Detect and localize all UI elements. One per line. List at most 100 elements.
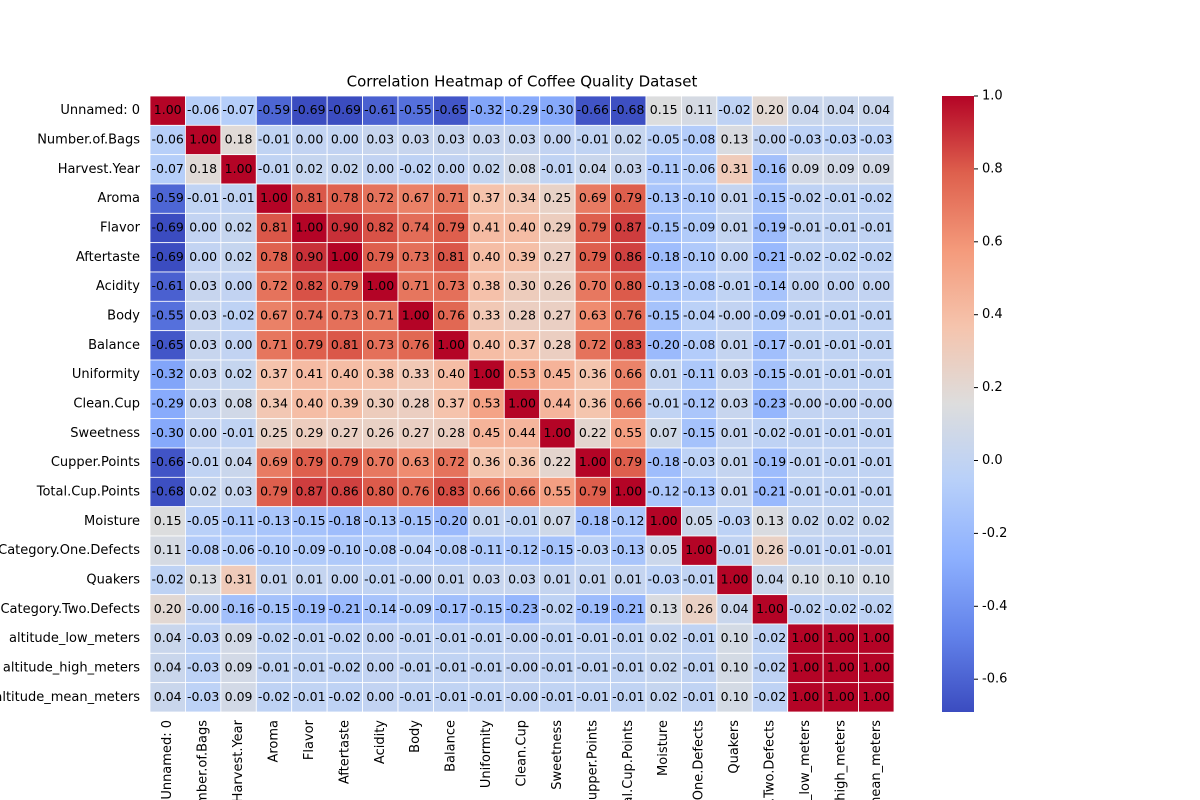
heatmap-cell (255, 594, 293, 625)
cell-label: 0.08 (508, 161, 536, 176)
y-tick-label: Number.of.Bags (37, 133, 140, 148)
cell-label: -0.15 (754, 366, 786, 381)
cell-label: 0.28 (508, 308, 536, 323)
heatmap-cell (433, 154, 470, 185)
heatmap-cell (149, 124, 186, 156)
cell-label: -0.08 (683, 132, 715, 147)
cell-label: -0.65 (152, 337, 184, 352)
cell-label: -0.68 (612, 102, 644, 117)
heatmap-cell (574, 535, 611, 566)
cell-label: 0.76 (437, 308, 465, 323)
heatmap-cell (858, 212, 895, 244)
cell-label: 1.00 (614, 484, 642, 499)
cell-label: 0.71 (402, 278, 430, 293)
heatmap-cell (468, 183, 505, 214)
cell-label: 0.01 (721, 190, 749, 205)
cell-label: 0.74 (296, 308, 324, 323)
cell-label: 0.00 (189, 220, 217, 235)
heatmap-cell (822, 506, 859, 537)
cell-label: 0.36 (579, 396, 607, 411)
cell-label: 0.02 (862, 513, 890, 528)
cell-label: -0.01 (258, 132, 290, 147)
cell-label: 0.66 (473, 484, 501, 499)
cell-label: 0.04 (721, 601, 749, 616)
heatmap-cell (326, 418, 363, 449)
heatmap-cell (291, 447, 328, 478)
heatmap-cell (255, 212, 293, 244)
cell-label: 0.74 (402, 220, 430, 235)
heatmap-cell (255, 300, 293, 332)
heatmap-cell (539, 271, 576, 302)
cell-label: -0.01 (258, 161, 290, 176)
cell-label: 0.73 (366, 337, 394, 352)
cell-label: 0.00 (296, 132, 324, 147)
cell-label: -0.15 (541, 542, 573, 557)
heatmap-cell (822, 418, 859, 449)
heatmap-cell (255, 447, 293, 478)
cell-label: -0.01 (789, 425, 821, 440)
cell-label: 0.04 (756, 572, 784, 587)
heatmap-cell (539, 594, 576, 625)
heatmap-cell (185, 242, 222, 273)
heatmap-cell (787, 652, 824, 684)
heatmap-cell (433, 506, 470, 537)
cell-label: -0.55 (152, 308, 184, 323)
cell-label: -0.13 (364, 513, 396, 528)
cell-label: -0.00 (506, 660, 538, 675)
cell-label: 1.00 (862, 660, 890, 675)
cell-label: -0.01 (860, 366, 892, 381)
cell-label: -0.01 (541, 660, 573, 675)
cell-label: -0.01 (789, 454, 821, 469)
cell-label: 0.79 (579, 220, 607, 235)
cell-label: -0.02 (329, 689, 361, 704)
heatmap-cell (326, 506, 363, 537)
cell-label: 0.83 (437, 484, 465, 499)
cell-label: -0.01 (187, 454, 219, 469)
cell-label: -0.02 (329, 660, 361, 675)
heatmap-cell (220, 535, 257, 566)
heatmap-cell (185, 623, 222, 654)
y-tick-label: altitude_low_meters (9, 631, 140, 646)
cell-label: 0.00 (366, 689, 394, 704)
cell-label: -0.02 (754, 689, 786, 704)
heatmap-cell (220, 300, 257, 332)
cell-label: -0.02 (400, 161, 432, 176)
heatmap-cell (291, 564, 328, 596)
heatmap-cell (291, 682, 328, 713)
heatmap-cell (787, 418, 824, 449)
heatmap-cell (468, 300, 505, 332)
heatmap-cell (574, 271, 611, 302)
cell-label: -0.08 (683, 337, 715, 352)
cell-label: 0.04 (827, 102, 855, 117)
cell-label: -0.12 (612, 513, 644, 528)
heatmap-cell (822, 212, 859, 244)
heatmap-cell (681, 183, 718, 214)
y-tick-label: Unnamed: 0 (60, 103, 140, 118)
heatmap-cell (503, 154, 541, 185)
heatmap-cell (858, 682, 895, 713)
cell-label: 0.00 (862, 278, 890, 293)
heatmap-cell (503, 682, 541, 713)
cell-label: 0.03 (402, 132, 430, 147)
cell-label: 0.03 (189, 337, 217, 352)
heatmap-cell (858, 330, 895, 361)
cell-label: 0.70 (366, 454, 394, 469)
cell-label: -0.02 (329, 630, 361, 645)
heatmap-cell (326, 154, 363, 185)
cell-label: -0.04 (400, 542, 432, 557)
cell-label: -0.08 (683, 278, 715, 293)
heatmap-cell (751, 95, 789, 126)
cell-label: -0.01 (187, 190, 219, 205)
cell-label: 0.00 (721, 249, 749, 264)
heatmap-cell (291, 271, 328, 302)
heatmap-cell (433, 623, 470, 654)
heatmap-cell (326, 682, 363, 713)
heatmap-cell (751, 242, 789, 273)
cell-label: 0.03 (189, 278, 217, 293)
heatmap-cell (610, 330, 647, 361)
cell-label: 0.76 (402, 484, 430, 499)
x-tick-label: Cupper.Points (585, 720, 600, 800)
cell-label: -0.01 (470, 630, 502, 645)
cell-label: 0.00 (827, 278, 855, 293)
cell-label: -0.01 (860, 337, 892, 352)
